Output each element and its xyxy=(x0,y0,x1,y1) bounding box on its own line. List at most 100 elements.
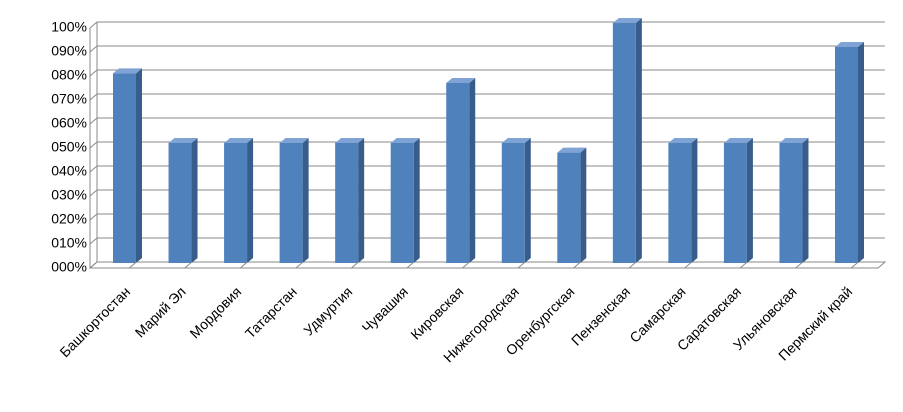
tick-mark xyxy=(89,213,98,221)
bar xyxy=(390,138,420,263)
x-tick-mark xyxy=(406,261,415,269)
y-tick-label: 090% xyxy=(51,43,87,59)
x-tick-mark xyxy=(684,261,692,269)
bar xyxy=(501,138,531,263)
bar xyxy=(723,138,753,263)
y-tick-label: 020% xyxy=(51,211,87,227)
x-tick-mark xyxy=(351,261,359,269)
tick-mark xyxy=(89,69,98,77)
bar-front xyxy=(446,83,470,263)
bar-top xyxy=(279,138,309,143)
y-tick-label: 060% xyxy=(51,115,87,131)
bar-side xyxy=(247,138,254,263)
bar-front xyxy=(723,143,747,263)
bar-side xyxy=(524,138,531,263)
bar-top xyxy=(723,138,753,143)
y-tick-label: 030% xyxy=(51,187,87,203)
bar-top xyxy=(113,68,142,74)
bar-side xyxy=(746,138,753,263)
bar xyxy=(168,138,198,263)
tick-mark xyxy=(89,117,98,125)
tick-mark xyxy=(89,189,98,197)
x-tick-mark xyxy=(573,261,581,269)
bar-top xyxy=(335,138,365,143)
bar-side xyxy=(191,138,198,263)
bar-top xyxy=(446,78,476,83)
x-tick-label: Татарстан xyxy=(242,283,300,341)
x-tick-label: Чувашия xyxy=(359,283,411,335)
bar-front xyxy=(501,143,525,263)
x-tick-label: Кировская xyxy=(407,283,466,342)
bar xyxy=(668,138,698,263)
bar-side xyxy=(802,138,809,263)
bar-front xyxy=(668,143,692,263)
bar-side xyxy=(691,138,698,263)
floor xyxy=(88,261,887,269)
tick-mark xyxy=(89,141,98,149)
x-tick-label: Мордовия xyxy=(186,283,244,341)
bar xyxy=(779,138,809,263)
tick-mark xyxy=(89,165,98,173)
x-tick-mark xyxy=(184,261,193,269)
bar-top xyxy=(668,138,698,143)
x-tick-mark xyxy=(240,261,248,269)
bar-top xyxy=(612,18,642,23)
x-tick-mark xyxy=(850,261,859,269)
x-tick-mark xyxy=(517,261,526,269)
tick-mark xyxy=(89,237,98,245)
bar xyxy=(446,78,476,263)
bar-top xyxy=(390,138,420,143)
y-tick-label: 100% xyxy=(51,19,87,35)
bar-side xyxy=(302,138,309,263)
x-tick-mark xyxy=(128,261,137,269)
bar-front xyxy=(390,143,414,263)
bar-top xyxy=(779,138,809,143)
bar-front xyxy=(335,143,359,263)
bar-front xyxy=(113,73,136,264)
tick-mark xyxy=(89,261,98,269)
y-tick-label: 010% xyxy=(51,235,87,251)
x-tick-mark xyxy=(739,261,748,269)
y-tick-label: 080% xyxy=(51,67,87,83)
bar-front xyxy=(835,47,858,263)
bar-side xyxy=(413,138,420,263)
bar-top xyxy=(224,138,254,143)
x-tick-label: Удмуртия xyxy=(300,283,355,338)
bar-side xyxy=(635,18,642,263)
x-tick-label: Пензенская xyxy=(568,283,633,348)
x-tick-label: Башкортостан xyxy=(56,283,133,360)
x-tick-mark xyxy=(462,261,470,269)
bar-top xyxy=(168,138,198,143)
bar-front xyxy=(612,23,636,263)
tick-mark xyxy=(89,21,98,29)
tick-mark xyxy=(89,93,98,101)
bar-front xyxy=(279,143,303,263)
bar xyxy=(612,18,642,263)
bar xyxy=(557,147,587,263)
y-tick-label: 050% xyxy=(51,139,87,155)
bar-side xyxy=(358,138,365,263)
bar-front xyxy=(168,143,192,263)
bar-top xyxy=(501,138,531,143)
bar-front xyxy=(557,152,581,263)
bar xyxy=(224,138,254,263)
x-tick-mark xyxy=(628,261,637,269)
y-tick-label: 070% xyxy=(51,91,87,107)
bar-front xyxy=(224,143,248,263)
x-tick-mark xyxy=(295,261,304,269)
x-tick-mark xyxy=(795,261,804,269)
bar-front xyxy=(779,143,803,263)
bar-side xyxy=(469,78,476,263)
y-tick-label: 000% xyxy=(51,259,87,275)
bar xyxy=(279,138,309,263)
bar-side xyxy=(580,147,587,263)
bar-top xyxy=(557,147,587,153)
bar xyxy=(335,138,365,263)
tick-mark xyxy=(89,45,98,53)
bar xyxy=(113,68,142,264)
bar-top xyxy=(835,42,864,47)
x-tick-label: Марий Эл xyxy=(132,283,189,340)
y-tick-label: 040% xyxy=(51,163,87,179)
bar xyxy=(835,42,864,263)
